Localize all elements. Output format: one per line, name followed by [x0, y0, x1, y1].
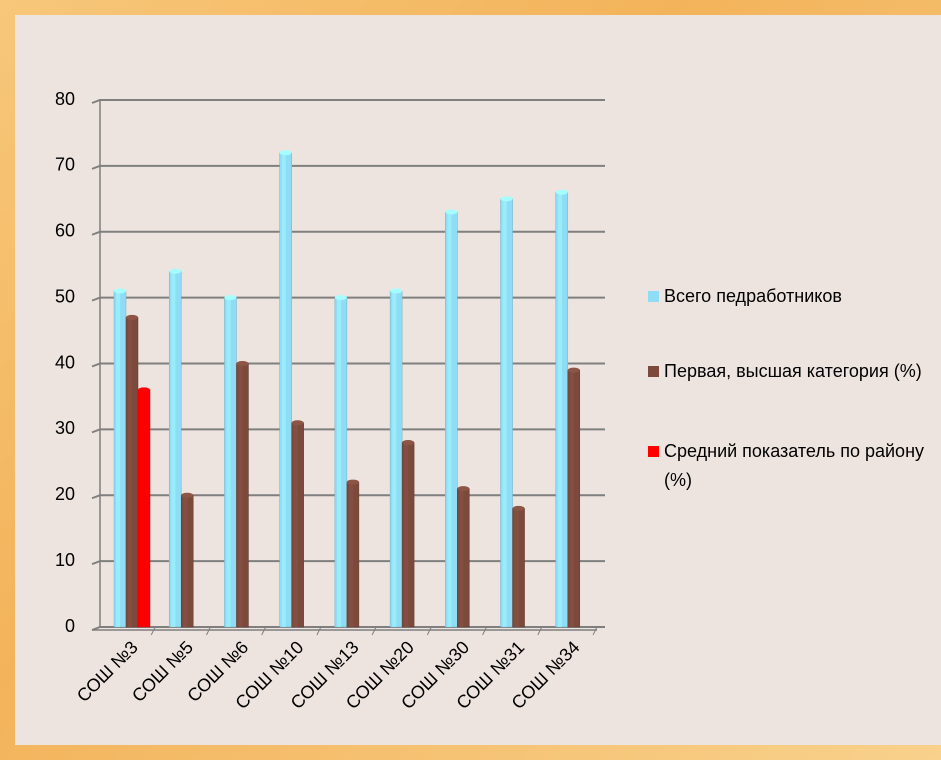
bar: [113, 288, 127, 628]
bar-highlight: [502, 198, 507, 627]
grid-line: [91, 296, 605, 302]
bar-top: [334, 295, 347, 301]
bar-highlight: [183, 495, 188, 627]
x-tick: [261, 626, 267, 636]
bar: [500, 196, 513, 628]
bar-highlight: [514, 508, 519, 627]
legend-item: Средний показатель по району (%): [645, 437, 930, 495]
legend-label: Средний показатель по району (%): [664, 441, 925, 490]
y-tick-label: 50: [55, 286, 75, 306]
bar-highlight: [116, 291, 121, 627]
bar: [346, 479, 360, 628]
legend-swatch: [648, 291, 659, 302]
bar: [125, 314, 139, 628]
bar-top: [512, 505, 525, 511]
bar-top: [291, 420, 304, 426]
x-tick: [205, 626, 211, 636]
bar-highlight: [281, 152, 286, 627]
bar-top: [402, 440, 415, 446]
x-tick: [316, 626, 322, 636]
bar: [555, 189, 569, 628]
bar-top: [445, 209, 458, 215]
bar: [168, 268, 182, 628]
bar: [334, 295, 348, 628]
bar: [567, 367, 581, 628]
x-tick: [426, 626, 432, 636]
bar-highlight: [557, 192, 562, 627]
bar-top: [138, 387, 150, 393]
bar-highlight: [569, 370, 574, 627]
bar-highlight: [336, 297, 342, 627]
y-tick-label: 70: [55, 155, 75, 175]
bar-top: [567, 367, 580, 373]
y-tick-label: 10: [55, 550, 75, 570]
bar-highlight: [293, 422, 298, 627]
bar-top: [114, 288, 126, 294]
bar-top: [500, 196, 513, 202]
legend-swatch: [648, 366, 659, 377]
bar-top: [181, 492, 194, 498]
x-tick: [537, 626, 543, 636]
bar: [279, 150, 292, 628]
grid-line: [91, 99, 605, 104]
x-tick: [592, 626, 598, 636]
bar: [389, 288, 403, 628]
bar: [291, 420, 304, 628]
grid-line: [91, 230, 605, 236]
bar-highlight: [348, 482, 354, 627]
bar-highlight: [238, 363, 243, 627]
bar-top: [236, 361, 249, 366]
bar: [457, 486, 470, 628]
grid-line: [91, 164, 605, 170]
legend-label: Первая, высшая категория (%): [664, 361, 922, 381]
bar-top: [126, 314, 138, 320]
legend-swatch: [648, 446, 659, 457]
bar-highlight: [128, 317, 133, 627]
y-tick-label: 80: [55, 89, 75, 109]
bar-top: [169, 268, 182, 274]
bar-highlight: [404, 442, 409, 627]
bar: [236, 361, 249, 628]
bar-highlight: [447, 211, 452, 628]
x-tick: [371, 626, 377, 636]
y-tick-label: 30: [55, 418, 75, 438]
bar-highlight: [226, 297, 231, 627]
y-tick-label: 0: [65, 616, 75, 636]
bar-top: [224, 295, 237, 301]
grid-line: [91, 428, 605, 434]
legend-item: Всего педработников: [645, 282, 930, 311]
bar: [137, 387, 151, 628]
bar-top: [346, 479, 359, 485]
bar-highlight: [171, 271, 176, 627]
y-tick-label: 20: [55, 484, 75, 504]
bar: [512, 505, 525, 628]
bar: [445, 209, 458, 628]
bar: [180, 492, 194, 628]
x-tick: [150, 626, 156, 636]
grid-line: [91, 362, 605, 368]
y-tick-label: 40: [55, 352, 75, 372]
bar-highlight: [140, 389, 145, 627]
bar-top: [390, 288, 403, 294]
legend-label: Всего педработников: [664, 286, 842, 306]
bar-highlight: [459, 488, 464, 627]
bar: [401, 440, 415, 628]
legend-item: Первая, высшая категория (%): [645, 357, 930, 386]
bar-top: [457, 486, 470, 492]
bar: [224, 295, 237, 628]
bar-highlight: [392, 291, 397, 627]
bar-top: [279, 150, 292, 156]
y-tick-label: 60: [55, 221, 75, 241]
bar-top: [555, 189, 568, 195]
x-tick: [482, 626, 488, 636]
